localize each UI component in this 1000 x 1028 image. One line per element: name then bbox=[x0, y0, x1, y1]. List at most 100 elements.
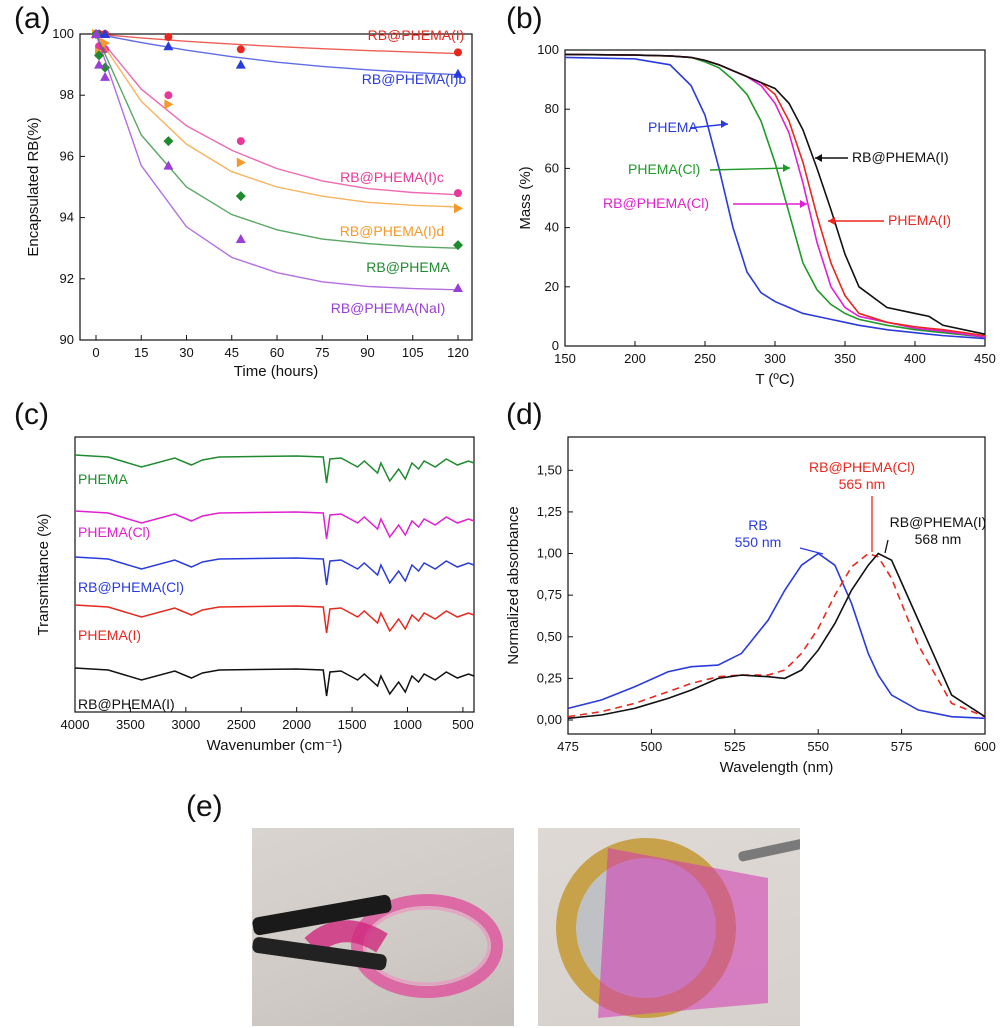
peak-label-RB@PHEMA(Cl): RB@PHEMA(Cl) bbox=[809, 459, 915, 475]
plot-frame-a bbox=[79, 33, 473, 341]
data-point-RB@PHEMA(I)d bbox=[101, 38, 111, 49]
photo-rolled-film bbox=[252, 828, 514, 1026]
fit-line-RB@PHEMA(I)d bbox=[95, 33, 459, 208]
annotation-arrowhead-RB@PHEMA(I) bbox=[815, 154, 822, 162]
x-tick-label-d: 600 bbox=[974, 739, 996, 754]
spectrum-PHEMA(Cl) bbox=[74, 510, 475, 540]
panel-label-c: (c) bbox=[14, 398, 49, 431]
x-tick-label-b: 350 bbox=[834, 351, 856, 366]
y-tick-label-b: 20 bbox=[545, 279, 559, 294]
series-label-PHEMA: PHEMA bbox=[78, 471, 128, 487]
chart-d: 475 500 525 550 575 600 0,00 0,25 0,50 0,75 1,00 1,… bbox=[505, 436, 996, 776]
y-tick-label-a: 92 bbox=[60, 271, 74, 286]
data-point-RB@PHEMA(I)d bbox=[164, 99, 174, 110]
x-tick-label-d: 475 bbox=[557, 739, 579, 754]
data-point-RB@PHEMA(I)b bbox=[100, 29, 111, 38]
photo-coin-film bbox=[538, 828, 800, 1026]
x-tick-label-d: 575 bbox=[891, 739, 913, 754]
fit-line-RB@PHEMA(I) bbox=[95, 33, 459, 55]
y-tick-label-a: 96 bbox=[60, 148, 74, 163]
x-tick-label-a: 90 bbox=[360, 345, 374, 360]
data-point-RB@PHEMA(I)b bbox=[163, 41, 174, 51]
data-point-RB@PHEMA(NaI) bbox=[235, 234, 246, 244]
series-label-PHEMA(I): PHEMA(I) bbox=[78, 627, 141, 643]
x-axis-title-a: Time (hours) bbox=[234, 363, 318, 380]
x-tick-label-a: 60 bbox=[270, 345, 284, 360]
series-label-RB@PHEMA(Cl): RB@PHEMA(Cl) bbox=[78, 579, 184, 595]
x-tick-label-b: 300 bbox=[764, 351, 786, 366]
fit-line-RB@PHEMA(I)c bbox=[95, 33, 459, 196]
peak-label-RB: RB bbox=[748, 517, 767, 533]
y-tick-label-d: 0,75 bbox=[537, 587, 562, 602]
data-point-RB@PHEMA(I)c bbox=[164, 91, 173, 100]
peak-wavelength-RB@PHEMA(I): 568 nm bbox=[915, 531, 962, 547]
y-tick-label-b: 40 bbox=[545, 220, 559, 235]
y-tick-label-d: 1,25 bbox=[537, 504, 562, 519]
panel-label-a: (a) bbox=[14, 2, 51, 35]
data-point-RB@PHEMA bbox=[235, 191, 246, 202]
annotation-arrowhead-PHEMA bbox=[721, 120, 728, 128]
data-point-RB@PHEMA(NaI) bbox=[91, 29, 101, 38]
chart-b: 150 200 250 300 350 400 450 0 20 40 60 80 100 T (ºC) M… bbox=[517, 42, 996, 388]
data-point-RB@PHEMA(NaI) bbox=[453, 282, 463, 292]
peak-wavelength-RB: 550 nm bbox=[735, 534, 782, 550]
y-tick-label-a: 94 bbox=[60, 210, 74, 225]
x-tick-label-c: 3500 bbox=[116, 717, 145, 732]
annotation-arrowhead-RB@PHEMA(Cl) bbox=[800, 200, 807, 208]
x-tick-label-b: 200 bbox=[624, 351, 646, 366]
y-axis-title-c: Transmittance (%) bbox=[35, 514, 52, 636]
peak-wavelength-RB@PHEMA(Cl): 565 nm bbox=[839, 476, 886, 492]
x-tick-label-a: 105 bbox=[402, 345, 424, 360]
data-point-RB@PHEMA(I)b bbox=[235, 59, 246, 69]
data-point-RB@PHEMA bbox=[100, 62, 111, 73]
data-point-RB@PHEMA bbox=[94, 50, 105, 61]
y-axis-title-b: Mass (%) bbox=[517, 166, 534, 229]
x-tick-label-a: 45 bbox=[225, 345, 239, 360]
annotation-arrowhead-PHEMA(Cl) bbox=[783, 164, 790, 172]
fit-line-RB@PHEMA(I)b bbox=[95, 33, 459, 76]
data-point-RB@PHEMA bbox=[163, 136, 174, 147]
spectrum-PHEMA(I) bbox=[74, 604, 475, 634]
data-point-RB@PHEMA(I)b bbox=[453, 68, 463, 78]
peak-label-RB@PHEMA(I): RB@PHEMA(I) bbox=[890, 514, 987, 530]
x-tick-label-a: 0 bbox=[92, 345, 99, 360]
x-tick-label-a: 75 bbox=[315, 345, 329, 360]
data-point-RB@PHEMA(NaI) bbox=[163, 160, 174, 170]
data-point-RB@PHEMA(I)c bbox=[236, 137, 245, 146]
x-tick-label-b: 150 bbox=[554, 351, 576, 366]
x-tick-label-c: 3000 bbox=[171, 717, 200, 732]
y-axis-title-a: Encapsulated RB(%) bbox=[25, 117, 42, 256]
y-tick-label-d: 1,50 bbox=[537, 462, 562, 477]
annotation-arrow-PHEMA(Cl) bbox=[709, 167, 791, 171]
series-label-RB@PHEMA(I): RB@PHEMA(I) bbox=[78, 696, 175, 712]
x-tick-label-b: 400 bbox=[904, 351, 926, 366]
series-label-RB@PHEMA(I): RB@PHEMA(I) bbox=[368, 27, 465, 43]
data-point-RB@PHEMA(I) bbox=[236, 45, 245, 54]
x-tick-label-c: 2500 bbox=[227, 717, 256, 732]
data-point-RB@PHEMA(I) bbox=[164, 33, 173, 42]
data-point-RB@PHEMA(I)d bbox=[236, 157, 246, 168]
data-point-RB@PHEMA bbox=[453, 240, 463, 251]
annotation-RB@PHEMA(Cl): RB@PHEMA(Cl) bbox=[603, 195, 709, 211]
series-line-RB@PHEMA(I) bbox=[564, 53, 986, 335]
series-line-RB@PHEMA(Cl) bbox=[567, 552, 986, 718]
plot-frame-c bbox=[74, 436, 475, 713]
annotation-PHEMA(Cl): PHEMA(Cl) bbox=[628, 161, 700, 177]
chart-c: 4000 3500 3000 2500 2000 1500 1000 500 Wavenumbe… bbox=[35, 436, 475, 754]
y-tick-label-b: 80 bbox=[545, 101, 559, 116]
series-line-RB bbox=[567, 552, 986, 720]
panel-label-e: (e) bbox=[186, 790, 223, 823]
series-label-RB@PHEMA(I)c: RB@PHEMA(I)c bbox=[340, 169, 444, 185]
x-tick-label-c: 1000 bbox=[393, 717, 422, 732]
panel-label-b: (b) bbox=[506, 2, 543, 35]
annotation-PHEMA: PHEMA bbox=[648, 119, 698, 135]
spectrum-PHEMA bbox=[74, 454, 475, 484]
x-tick-label-a: 15 bbox=[134, 345, 148, 360]
spectrum-RB@PHEMA(Cl) bbox=[74, 556, 475, 586]
series-line-PHEMA bbox=[564, 56, 986, 340]
annotation-PHEMA(I): PHEMA(I) bbox=[888, 212, 951, 228]
data-point-RB@PHEMA(I) bbox=[454, 48, 462, 57]
annotation-RB@PHEMA(I): RB@PHEMA(I) bbox=[852, 149, 949, 165]
y-axis-title-d: Normalized absorbance bbox=[505, 506, 522, 664]
